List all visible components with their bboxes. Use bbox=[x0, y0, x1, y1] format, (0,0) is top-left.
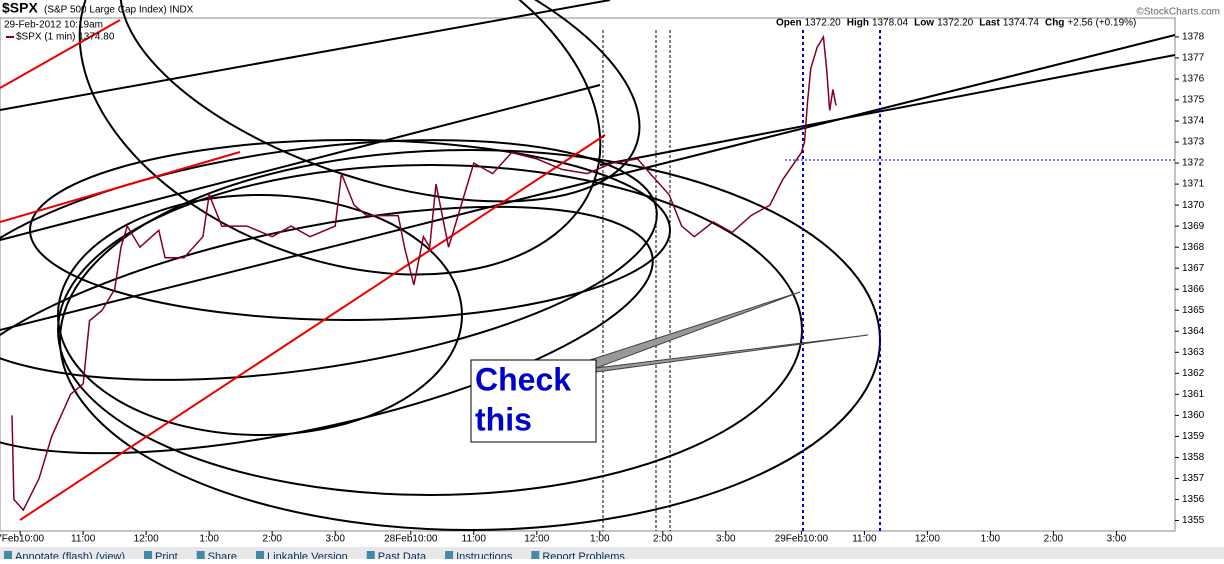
toolbar: Annotate (flash) (view) Print Share Linkabl… bbox=[0, 547, 1224, 563]
y-tick-label: 1372 bbox=[1182, 158, 1205, 169]
x-tick-label: 7Feb10:00 bbox=[0, 534, 45, 545]
x-tick-label: 12:00 bbox=[915, 534, 940, 545]
trend-line bbox=[0, 84, 601, 241]
y-tick-label: 1371 bbox=[1182, 179, 1205, 190]
y-tick-label: 1375 bbox=[1182, 95, 1205, 106]
y-tick-label: 1364 bbox=[1182, 326, 1205, 337]
quote-value: +2.56 (+0.19%) bbox=[1067, 18, 1136, 29]
quote-label: High bbox=[847, 18, 869, 29]
toolbar-item[interactable]: Instructions bbox=[456, 551, 513, 563]
y-tick-label: 1360 bbox=[1182, 410, 1205, 421]
y-tick-label: 1359 bbox=[1182, 431, 1205, 442]
plot-area bbox=[0, 17, 1176, 532]
subtitle: (S&P 500 Large Cap Index) INDX bbox=[44, 5, 194, 16]
x-tick-label: 2:00 bbox=[262, 534, 282, 545]
x-tick-label: 12:00 bbox=[524, 534, 549, 545]
y-tick-label: 1357 bbox=[1182, 473, 1205, 484]
x-tick-label: 11:00 bbox=[852, 534, 877, 545]
legend-entry: $SPX (1 min) 1374.80 bbox=[16, 32, 115, 43]
quote-value: 1372.20 bbox=[805, 18, 842, 29]
x-tick-label: 11:00 bbox=[462, 534, 487, 545]
x-tick-label: 2:00 bbox=[653, 534, 673, 545]
y-tick-label: 1367 bbox=[1182, 263, 1205, 274]
x-tick-label: 3:00 bbox=[716, 534, 736, 545]
quote-label: Chg bbox=[1045, 18, 1064, 29]
trend-line bbox=[0, 34, 1176, 331]
red-line bbox=[0, 151, 241, 223]
quote-value: 1374.74 bbox=[1003, 18, 1040, 29]
quote-label: Last bbox=[979, 18, 1000, 29]
y-tick-label: 1356 bbox=[1182, 494, 1205, 505]
y-tick-label: 1377 bbox=[1182, 53, 1205, 64]
ellipse bbox=[78, 0, 602, 276]
annotations: Check this bbox=[0, 0, 1176, 531]
toolbar-item[interactable]: Print bbox=[155, 551, 178, 563]
y-tick-label: 1362 bbox=[1182, 368, 1205, 379]
y-tick-label: 1361 bbox=[1182, 389, 1205, 400]
y-tick-label: 1365 bbox=[1182, 305, 1205, 316]
toolbar-item[interactable]: Linkable Version bbox=[267, 551, 348, 563]
toolbar-item[interactable]: Past Data bbox=[378, 551, 427, 563]
toolbar-icon bbox=[196, 551, 205, 559]
red-line bbox=[19, 134, 606, 521]
y-tick-label: 1366 bbox=[1182, 284, 1205, 295]
trend-line bbox=[599, 54, 1176, 166]
x-tick-label: 1:00 bbox=[590, 534, 610, 545]
callout-text: Check bbox=[475, 361, 571, 397]
title: $SPX bbox=[2, 0, 38, 16]
toolbar-item[interactable]: Report Problems bbox=[542, 551, 625, 563]
toolbar-icon bbox=[445, 551, 454, 559]
y-tick-label: 1370 bbox=[1182, 200, 1205, 211]
quote-label: Low bbox=[914, 18, 934, 29]
y-tick-label: 1376 bbox=[1182, 74, 1205, 85]
watermark: ©StockCharts.com bbox=[1136, 7, 1220, 18]
trend-line bbox=[0, 0, 611, 111]
toolbar-item[interactable]: Share bbox=[208, 551, 237, 563]
red-line bbox=[0, 19, 121, 89]
toolbar-item[interactable]: Annotate (flash) (view) bbox=[15, 551, 125, 563]
x-tick-label: 1:00 bbox=[981, 534, 1001, 545]
x-tick-label: 28Feb10:00 bbox=[384, 534, 438, 545]
price-line bbox=[11, 34, 837, 512]
toolbar-bg bbox=[0, 547, 1224, 559]
x-tick-label: 1:00 bbox=[199, 534, 219, 545]
toolbar-icon bbox=[144, 551, 153, 559]
x-tick-label: 11:00 bbox=[71, 534, 96, 545]
toolbar-icon bbox=[366, 551, 375, 559]
x-tick-label: 3:00 bbox=[325, 534, 345, 545]
x-tick-label: 2:00 bbox=[1044, 534, 1064, 545]
y-tick-label: 1373 bbox=[1182, 137, 1205, 148]
callout-text: this bbox=[475, 401, 532, 437]
x-tick-label: 29Feb10:00 bbox=[775, 534, 829, 545]
quote-label: Open bbox=[776, 18, 802, 29]
toolbar-icon bbox=[256, 551, 265, 559]
y-tick-label: 1355 bbox=[1182, 515, 1205, 526]
ellipse bbox=[59, 149, 881, 531]
y-tick-label: 1374 bbox=[1182, 116, 1205, 127]
quote-value: 1372.20 bbox=[937, 18, 974, 29]
quote-value: 1378.04 bbox=[872, 18, 909, 29]
y-tick-label: 1363 bbox=[1182, 347, 1205, 358]
x-tick-label: 3:00 bbox=[1107, 534, 1127, 545]
y-tick-label: 1368 bbox=[1182, 242, 1205, 253]
y-tick-label: 1369 bbox=[1182, 221, 1205, 232]
x-tick-label: 12:00 bbox=[134, 534, 159, 545]
callout-box bbox=[470, 359, 597, 443]
y-tick-label: 1378 bbox=[1182, 32, 1205, 43]
date: 29-Feb-2012 10:19am bbox=[4, 20, 103, 31]
ellipse bbox=[119, 0, 641, 203]
y-tick-label: 1358 bbox=[1182, 452, 1205, 463]
toolbar-icon bbox=[4, 551, 12, 559]
toolbar-icon bbox=[531, 551, 540, 559]
